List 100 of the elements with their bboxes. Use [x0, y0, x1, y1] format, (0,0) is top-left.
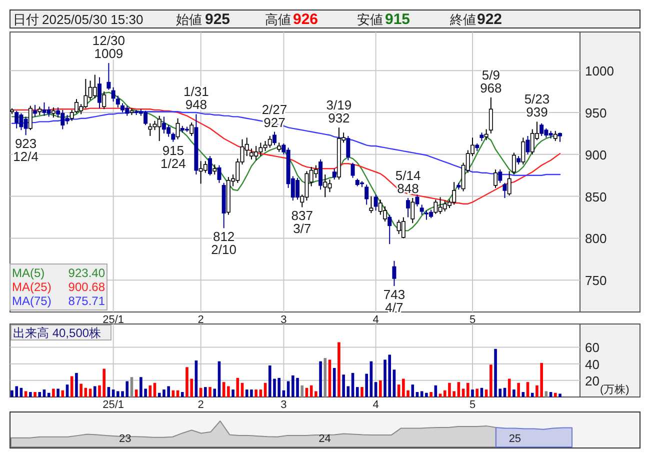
annotation: 932: [328, 110, 350, 126]
annotation: 4/7: [385, 300, 404, 316]
text: MA(5): [12, 266, 45, 280]
bar: [346, 386, 350, 397]
bar: [236, 378, 240, 397]
text: 2025/05/30 15:30: [42, 12, 144, 27]
annotation: 968: [480, 80, 502, 96]
bar: [34, 392, 36, 397]
bar: [462, 388, 465, 397]
annotation: 12/4: [13, 149, 38, 164]
bar: [254, 390, 258, 397]
y-tick-label: 900: [585, 147, 607, 162]
y-axis-title: (万株): [600, 383, 630, 396]
bar: [466, 382, 470, 397]
text: 915: [385, 11, 410, 28]
x-tick-label: 25/1: [102, 314, 124, 326]
annotation: 2/27: [262, 102, 288, 117]
bar: [213, 388, 216, 397]
annotation: 1/24: [160, 156, 186, 171]
annotation: 743: [383, 287, 406, 302]
bar: [93, 386, 96, 397]
bar: [356, 387, 359, 397]
x-tick-label: 3: [280, 399, 287, 411]
bar: [471, 390, 474, 397]
annotation: 1009: [94, 46, 124, 62]
text: 安値: [357, 12, 383, 27]
bar: [319, 361, 322, 397]
text: 926: [293, 11, 318, 28]
bar: [29, 392, 32, 397]
annotation: 2/10: [211, 242, 236, 258]
y-tick-label: 60: [585, 340, 600, 356]
x-tick-label: 4: [372, 399, 379, 411]
text: 終値: [449, 12, 476, 27]
bar: [300, 385, 304, 397]
bar: [512, 390, 516, 397]
bar: [342, 374, 345, 397]
chart-title: 出来高 40,500株: [13, 326, 102, 340]
x-tick-label: 3: [280, 314, 287, 326]
annotation: 5/14: [395, 168, 421, 183]
bar: [365, 374, 368, 397]
annotation: 923.40: [68, 266, 106, 280]
text: 高値: [265, 12, 291, 27]
annotation: 923: [14, 136, 37, 152]
x-tick-label: 5: [469, 314, 476, 326]
text: MA(25): [12, 280, 52, 294]
bar: [70, 376, 74, 397]
bar: [476, 388, 479, 397]
bar: [324, 358, 327, 397]
bar: [558, 394, 562, 397]
bar: [38, 392, 42, 397]
x-tick-label: 25: [508, 433, 522, 445]
y-tick-label: 40: [585, 356, 600, 372]
x-tick-label: 2: [198, 399, 204, 411]
bar: [430, 392, 432, 397]
annotation: 948: [185, 97, 208, 112]
annotation: 12/30: [92, 33, 125, 48]
bar: [338, 342, 340, 397]
bar: [457, 382, 460, 397]
bar: [80, 384, 82, 397]
annotation: 3/7: [293, 221, 312, 236]
bar: [56, 388, 60, 397]
bar: [227, 386, 230, 397]
bar: [107, 387, 110, 397]
bar: [75, 372, 78, 397]
y-tick-label: 950: [585, 105, 607, 120]
x-tick-label: 23: [118, 433, 132, 445]
bar: [66, 384, 69, 397]
bar: [517, 382, 520, 397]
annotation: 848: [397, 180, 419, 196]
annotation: 837: [291, 208, 313, 224]
annotation: 5/23: [524, 92, 550, 107]
bar: [397, 384, 400, 397]
bar: [360, 387, 364, 397]
bar: [420, 391, 424, 397]
bar: [204, 387, 207, 397]
bar: [88, 388, 92, 397]
bar: [332, 368, 336, 397]
annotation: 1/31: [184, 84, 209, 100]
bar: [314, 391, 318, 397]
text: 始値: [176, 12, 202, 27]
bar: [554, 392, 557, 397]
bar: [392, 370, 396, 397]
y-tick-label: 800: [585, 231, 607, 246]
bar: [180, 392, 184, 397]
bar: [526, 382, 530, 397]
bar: [24, 391, 28, 397]
x-tick-label: 25/1: [102, 399, 124, 411]
bar: [438, 394, 442, 397]
annotation: 939: [526, 104, 548, 120]
y-tick-label: 750: [585, 273, 607, 288]
x-tick-label: 2: [198, 314, 204, 326]
text: 922: [477, 11, 502, 28]
annotation: 3/19: [326, 98, 352, 113]
bar: [208, 387, 212, 397]
annotation: 875.71: [68, 294, 106, 308]
bar: [490, 364, 492, 397]
annotation: 915: [162, 142, 184, 158]
bar: [222, 382, 226, 397]
bar: [530, 392, 534, 397]
bar: [130, 377, 134, 397]
